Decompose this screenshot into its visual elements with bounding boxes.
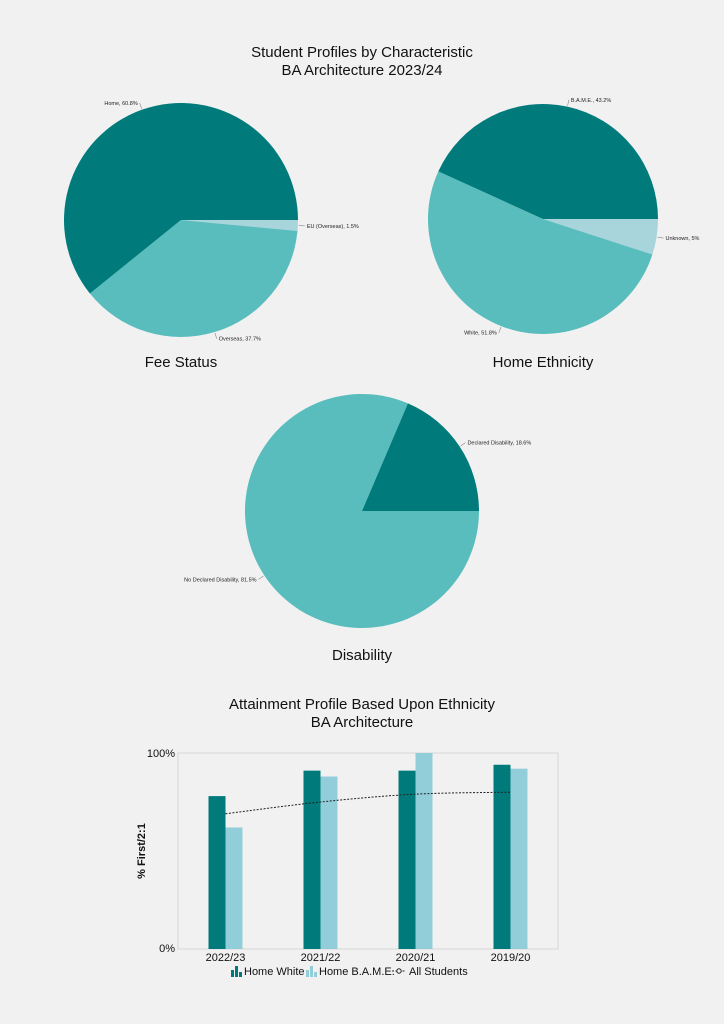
bar-home-b-a-m-e-2019-20[interactable] <box>510 768 528 949</box>
home-ethnicity-slice-unknown-label: Unknown, 5% <box>665 236 699 242</box>
legend-swatch-home-white <box>231 970 234 977</box>
bar-chart-plot-frame <box>177 752 559 950</box>
disability-slice-declared-disability-leader <box>460 442 466 447</box>
fee-status-slice-overseas[interactable] <box>89 220 298 337</box>
home-ethnicity-slice-white[interactable] <box>428 171 653 334</box>
legend-swatch-home-bame-bar2 <box>310 966 313 977</box>
fee-status-slice-home-label: Home, 60.8% <box>104 101 137 107</box>
y-axis-label: % First/2:1 <box>136 823 148 879</box>
page-title-line2: BA Architecture 2023/24 <box>282 62 443 79</box>
legend-swatch-home-white-bar3 <box>239 972 242 977</box>
pie-caption-fee-status: Fee Status <box>145 354 218 371</box>
y-tick-label-min: 0% <box>159 943 175 955</box>
legend-label-home-bame: Home B.A.M.E. <box>319 966 395 978</box>
bar-home-b-a-m-e-2020-21[interactable] <box>415 753 433 949</box>
disability-slice-no-declared-disability[interactable] <box>245 394 479 629</box>
home-ethnicity-slice-unknown[interactable] <box>543 219 658 255</box>
fee-status-slice-overseas-leader <box>214 332 218 339</box>
fee-status-slice-overseas-label: Overseas, 37.7% <box>219 337 261 343</box>
legend-label-home-white: Home White <box>244 966 305 978</box>
fee-status-slice-eu-overseas-label: EU (Overseas), 1.5% <box>307 224 359 230</box>
x-tick-label-2021-22: 2021/22 <box>301 952 341 964</box>
bar-home-white-2022-23[interactable] <box>208 796 226 949</box>
legend-swatch-home-bame-bar3 <box>314 972 317 977</box>
disability-slice-declared-disability[interactable] <box>362 403 479 511</box>
disability-slice-declared-disability-label: Declared Disability, 18.6% <box>467 441 531 447</box>
home-ethnicity-slice-b-a-m-e[interactable] <box>438 104 658 219</box>
legend-swatch-all-students-marker <box>396 968 402 974</box>
pie-caption-disability: Disability <box>332 647 393 664</box>
home-ethnicity-slice-b-a-m-e-leader <box>567 99 570 106</box>
home-ethnicity-slice-white-label: White, 51.8% <box>464 331 497 337</box>
legend-item-home-white[interactable]: Home White <box>231 966 305 978</box>
legend-item-home-bame[interactable]: Home B.A.M.E. <box>306 966 395 978</box>
bar-chart-attainment: 2022/23 2021/22 2020/21 2019/20 <box>206 753 531 964</box>
bar-home-b-a-m-e-2022-23[interactable] <box>225 827 243 949</box>
legend-item-all-students[interactable]: All Students <box>392 966 468 978</box>
fee-status-slice-home[interactable] <box>64 103 299 294</box>
legend-swatch-home-bame <box>306 970 309 977</box>
bar-home-white-2021-22[interactable] <box>303 770 321 949</box>
pie-chart-fee-status: EU (Overseas), 1.5% Overseas, 37.7% Home, … <box>64 101 359 343</box>
home-ethnicity-slice-b-a-m-e-label: B.A.M.E., 43.2% <box>571 98 611 104</box>
x-tick-label-2019-20: 2019/20 <box>491 952 531 964</box>
page-title-line1: Student Profiles by Characteristic <box>251 44 473 61</box>
disability-slice-no-declared-disability-label: No Declared Disability, 81.5% <box>184 577 256 583</box>
bar-chart-title-line2: BA Architecture <box>311 714 414 731</box>
fee-status-slice-home-leader <box>139 102 143 109</box>
home-ethnicity-slice-white-leader <box>498 327 502 333</box>
bar-home-white-2019-20[interactable] <box>493 764 511 949</box>
x-tick-label-2022-23: 2022/23 <box>206 952 246 964</box>
home-ethnicity-slice-unknown-leader <box>657 236 664 239</box>
bar-home-white-2020-21[interactable] <box>398 770 416 949</box>
legend-swatch-home-white-bar2 <box>235 966 238 977</box>
line-all-students[interactable] <box>225 791 511 815</box>
disability-slice-no-declared-disability-leader <box>258 575 264 580</box>
bar-chart-title-line1: Attainment Profile Based Upon Ethnicity <box>229 696 495 713</box>
pie-caption-home-ethnicity: Home Ethnicity <box>493 354 594 371</box>
bar-chart-legend: Home White Home B.A.M.E. All Students <box>231 966 468 978</box>
x-tick-label-2020-21: 2020/21 <box>396 952 436 964</box>
pie-chart-home-ethnicity: Unknown, 5% White, 51.8% B.A.M.E., 43.2% <box>428 98 700 337</box>
bar-home-b-a-m-e-2021-22[interactable] <box>320 776 338 949</box>
legend-label-all-students: All Students <box>409 966 468 978</box>
fee-status-slice-eu-overseas[interactable] <box>181 220 298 232</box>
y-tick-label-max: 100% <box>147 748 175 760</box>
pie-chart-disability: No Declared Disability, 81.5% Declared Di… <box>184 394 531 629</box>
